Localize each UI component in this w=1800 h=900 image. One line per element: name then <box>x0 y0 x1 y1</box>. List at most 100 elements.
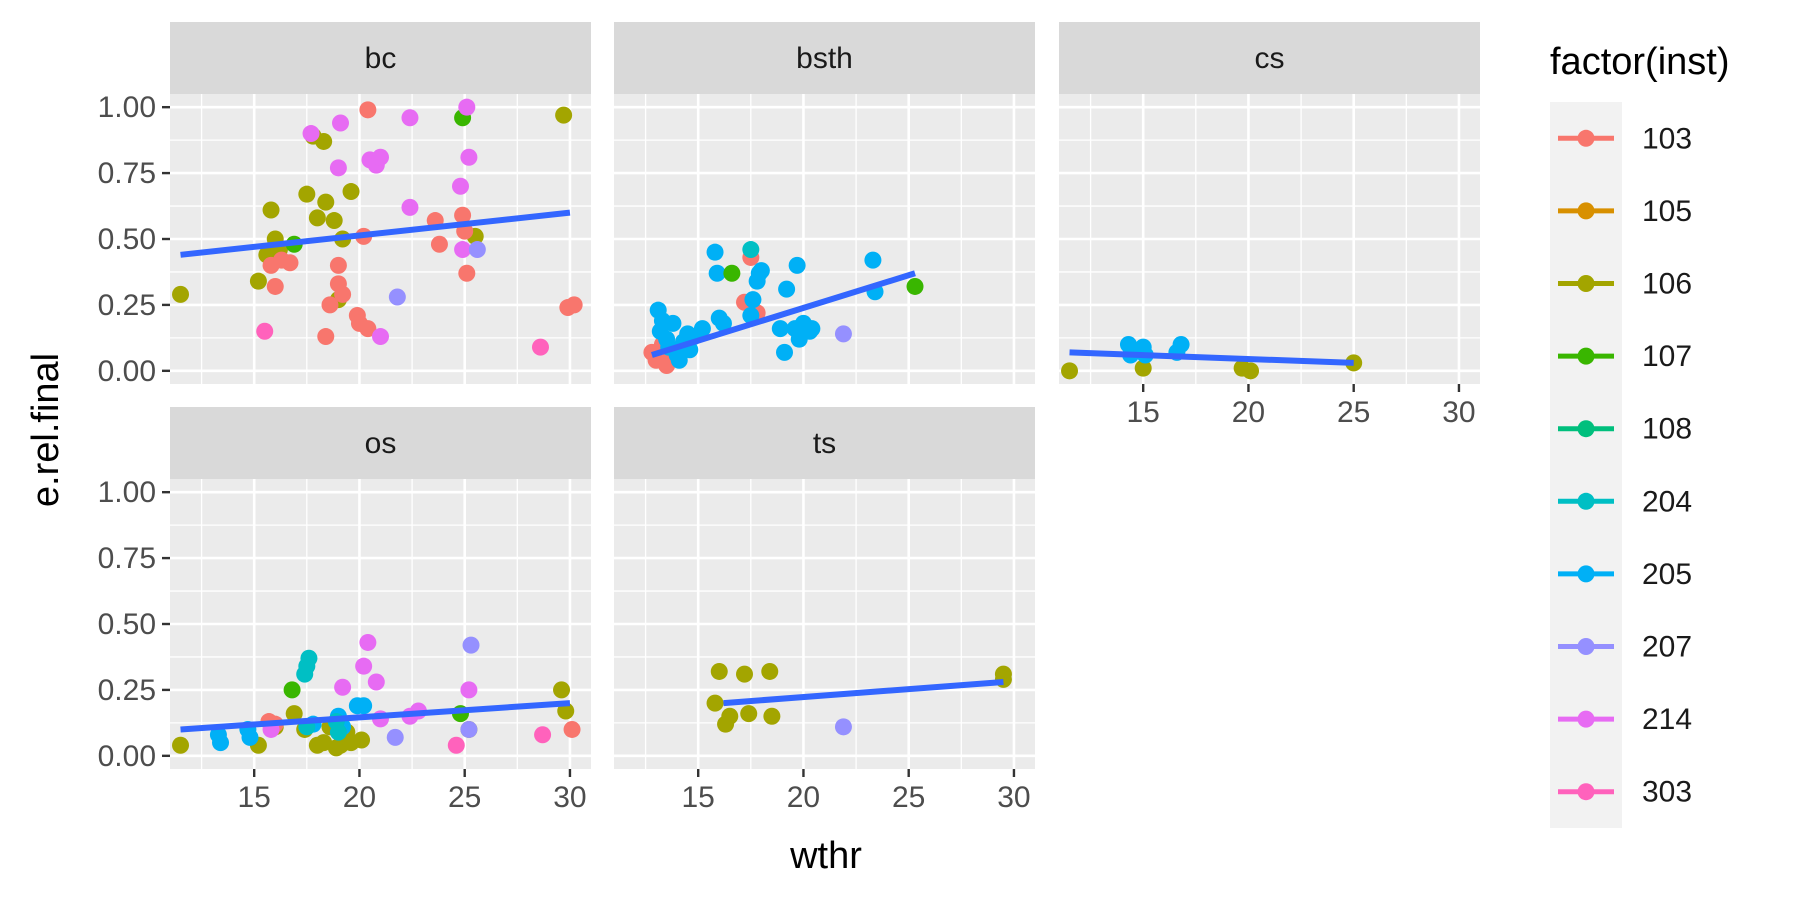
data-point-214 <box>454 241 472 259</box>
legend-label: 303 <box>1642 776 1692 809</box>
data-point-106 <box>317 193 335 211</box>
legend-key-point <box>1577 710 1595 728</box>
data-point-106 <box>315 132 333 150</box>
data-point-106 <box>740 705 758 723</box>
data-point-103 <box>565 296 583 314</box>
data-point-204 <box>329 723 347 741</box>
data-point-103 <box>329 256 347 274</box>
data-point-106 <box>761 662 779 680</box>
data-point-106 <box>1061 362 1079 380</box>
data-point-205 <box>670 351 688 369</box>
legend-entry-106: 106 <box>1558 268 1692 301</box>
trend-line <box>723 679 1004 707</box>
data-point-204 <box>300 649 318 667</box>
data-point-214 <box>355 657 373 675</box>
data-point-103 <box>563 720 581 738</box>
data-point-107 <box>906 277 924 295</box>
data-point-103 <box>317 328 335 346</box>
data-point-303 <box>531 338 549 356</box>
data-point-205 <box>706 243 724 261</box>
y-tick-label: 1.00 <box>98 91 156 124</box>
x-tick-label: 25 <box>448 781 481 814</box>
trend-line <box>180 700 571 733</box>
strip-os <box>170 407 591 479</box>
data-point-207 <box>462 636 480 654</box>
legend-key-point <box>1577 783 1595 801</box>
data-point-103 <box>321 296 339 314</box>
legend-label: 205 <box>1642 558 1692 591</box>
data-point-106 <box>557 702 575 720</box>
data-point-103 <box>334 285 352 303</box>
data-point-106 <box>721 707 739 725</box>
data-point-303 <box>256 322 274 340</box>
data-point-214 <box>359 633 377 651</box>
panels-layer: bc 0.00 0.25 0.50 0.75 1.00 bsth cs 15 20 25 30 os 0.… <box>98 22 1480 814</box>
data-point-106 <box>763 707 781 725</box>
data-point-207 <box>460 720 478 738</box>
data-point-106 <box>308 209 326 227</box>
data-point-204 <box>742 241 760 259</box>
legend-entry-205: 205 <box>1558 558 1692 591</box>
legend-label: 214 <box>1642 703 1692 736</box>
y-tick-label: 0.75 <box>98 542 156 575</box>
legend-label: 204 <box>1642 485 1692 518</box>
legend-key-point <box>1577 420 1595 438</box>
data-point-214 <box>372 148 389 166</box>
data-point-107 <box>283 681 301 699</box>
legend-entry-107: 107 <box>1558 340 1692 373</box>
data-point-214 <box>401 109 419 127</box>
panel-ts: ts 15 20 25 30 <box>614 407 1035 814</box>
strip-label: bsth <box>796 42 853 75</box>
data-point-205 <box>864 251 882 269</box>
data-point-207 <box>468 241 486 259</box>
panel-bsth: bsth <box>614 22 1035 384</box>
data-point-205 <box>241 728 259 746</box>
data-point-205 <box>714 314 732 332</box>
legend-entry-105: 105 <box>1558 195 1692 228</box>
y-tick-label: 0.00 <box>98 740 156 773</box>
trend-line <box>1069 349 1354 366</box>
strip-label: ts <box>813 427 836 460</box>
data-point-103 <box>359 320 377 338</box>
data-point-106 <box>706 694 724 712</box>
data-point-106 <box>553 681 571 699</box>
data-point-106 <box>710 662 728 680</box>
legend: factor(inst) 103 105 106 107 108 204 205 207 214… <box>1550 41 1729 828</box>
data-point-205 <box>742 306 760 324</box>
legend-entry-207: 207 <box>1558 631 1692 664</box>
y-tick-label: 0.75 <box>98 157 156 190</box>
legend-entry-108: 108 <box>1558 413 1692 446</box>
y-tick-label: 0.50 <box>98 223 156 256</box>
legend-label: 105 <box>1642 195 1692 228</box>
data-point-214 <box>460 148 478 166</box>
legend-label: 108 <box>1642 413 1692 446</box>
data-point-103 <box>359 101 377 119</box>
data-point-205 <box>708 264 726 282</box>
data-point-214 <box>460 681 478 699</box>
data-point-106 <box>262 201 280 219</box>
data-point-106 <box>172 736 190 754</box>
legend-entry-303: 303 <box>1558 776 1692 809</box>
strip-label: cs <box>1255 42 1285 75</box>
x-tick-label: 30 <box>553 781 586 814</box>
strip-label: os <box>365 427 397 460</box>
strip-ts <box>614 407 1035 479</box>
data-point-205 <box>355 697 373 715</box>
data-point-107 <box>723 264 741 282</box>
data-point-103 <box>454 206 472 224</box>
data-point-103 <box>458 264 476 282</box>
y-tick-label: 1.00 <box>98 476 156 509</box>
strip-cs <box>1059 22 1480 94</box>
data-point-205 <box>693 320 711 338</box>
data-point-214 <box>372 328 389 346</box>
data-point-303 <box>534 726 552 744</box>
x-tick-label: 25 <box>892 781 925 814</box>
legend-key-point <box>1577 275 1595 292</box>
data-point-103 <box>430 235 448 253</box>
y-tick-label: 0.00 <box>98 355 156 388</box>
legend-key-point <box>1577 129 1595 147</box>
legend-key-point <box>1577 492 1595 510</box>
data-point-106 <box>325 212 343 230</box>
strip-bsth <box>614 22 1035 94</box>
